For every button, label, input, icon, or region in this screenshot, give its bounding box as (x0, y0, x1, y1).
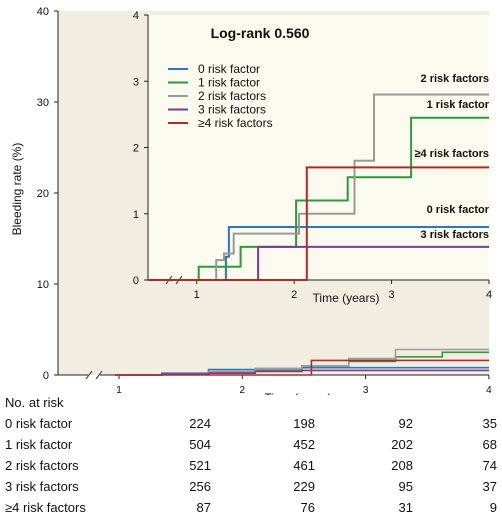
risk-row-4: ≥4 risk factors 87 76 31 9 (0, 500, 502, 520)
inset-y-tick-label: 3 (133, 76, 139, 88)
legend-label-0: 0 risk factor (198, 62, 260, 76)
risk-count: 521 (189, 458, 211, 473)
risk-row-label: 0 risk factor (5, 416, 73, 431)
inset-y-tick-label: 4 (133, 10, 139, 22)
risk-count: 74 (482, 458, 497, 473)
main-y-tick-label: 20 (37, 188, 49, 200)
risk-row-1: 1 risk factor 504 452 202 68 (0, 437, 502, 457)
inset-x-tick-label: 1 (194, 289, 200, 301)
risk-count: 68 (482, 437, 497, 452)
curve-end-label: 3 risk factors (421, 229, 489, 241)
inset-plot-area (148, 15, 489, 280)
risk-count: 92 (398, 416, 413, 431)
risk-count: 224 (189, 416, 211, 431)
curve-end-label: 2 risk factors (421, 73, 489, 85)
inset-y-tick-label: 2 (133, 143, 139, 155)
legend-label-1: 1 risk factor (198, 76, 260, 90)
main-x-tick-label: 2 (240, 385, 246, 395)
curve-end-label: 1 risk factor (427, 99, 490, 111)
risk-row-label: 1 risk factor (5, 437, 73, 452)
risk-count: 208 (391, 458, 413, 473)
risk-count: 31 (398, 500, 413, 515)
risk-count: 504 (189, 437, 211, 452)
risk-row-3: 3 risk factors 256 229 95 37 (0, 479, 502, 499)
inset-y-tick-label: 1 (133, 209, 139, 221)
inset-y-tick-label: 0 (133, 275, 139, 287)
main-y-tick-label: 10 (37, 279, 49, 291)
main-y-axis-label: Bleeding rate (%) (10, 143, 24, 236)
risk-count: 198 (293, 416, 315, 431)
risk-count: 87 (196, 500, 211, 515)
risk-count: 35 (482, 416, 497, 431)
risk-count: 9 (489, 500, 497, 515)
risk-count: 202 (391, 437, 413, 452)
main-x-tick-label: 4 (486, 385, 492, 395)
main-y-tick-label: 0 (43, 370, 49, 382)
main-axis-break (85, 370, 103, 380)
main-series-line-4 (115, 359, 489, 376)
risk-row-label: 3 risk factors (5, 479, 79, 494)
inset-x-tick-label: 3 (389, 289, 395, 301)
legend-label-2: 2 risk factors (198, 89, 266, 103)
inset-series-line-4 (148, 166, 489, 281)
legend-label-4: ≥4 risk factors (198, 116, 273, 130)
main-y-tick-label: 30 (37, 97, 49, 109)
risk-row-label: ≥4 risk factors (5, 500, 86, 515)
main-x-tick-label: 1 (116, 385, 122, 395)
inset-x-tick-label: 2 (291, 289, 297, 301)
main-x-axis-label: Time (years) (265, 391, 332, 395)
risk-count: 452 (293, 437, 315, 452)
curve-end-label: ≥4 risk factors (414, 148, 489, 160)
legend-label-3: 3 risk factors (198, 103, 266, 117)
risk-count: 256 (189, 479, 211, 494)
main-x-tick-label: 3 (363, 385, 369, 395)
at-risk-title: No. at risk (5, 395, 64, 410)
risk-count: 95 (398, 479, 413, 494)
risk-count: 76 (300, 500, 315, 515)
inset-title: Log-rank 0.560 (211, 25, 310, 41)
risk-count: 37 (482, 479, 497, 494)
at-risk-title-row: No. at risk (0, 395, 502, 415)
risk-count: 229 (293, 479, 315, 494)
risk-row-2: 2 risk factors 521 461 208 74 (0, 458, 502, 478)
curve-end-label: 0 risk factor (427, 204, 490, 216)
inset-series-line-2 (148, 93, 489, 281)
inset-x-tick-label: 4 (486, 289, 492, 301)
risk-row-label: 2 risk factors (5, 458, 79, 473)
main-y-tick-label: 40 (37, 6, 49, 18)
risk-row-0: 0 risk factor 224 198 92 35 (0, 416, 502, 436)
risk-count: 461 (293, 458, 315, 473)
inset-x-axis-label: Time (years) (313, 291, 380, 305)
